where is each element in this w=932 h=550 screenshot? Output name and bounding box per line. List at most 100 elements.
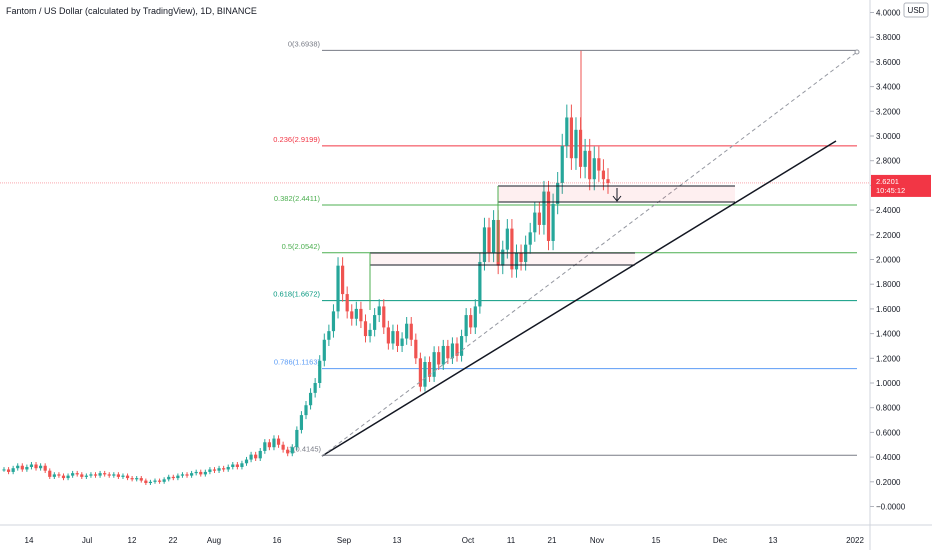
candle-body [473, 306, 477, 328]
candle [373, 308, 377, 337]
candle-body [61, 475, 66, 479]
fib-level-label: 0.382(2.4411) [274, 194, 321, 203]
candle-body [601, 170, 606, 180]
candle-body [551, 203, 555, 241]
candle [240, 460, 244, 470]
candle-body [583, 150, 587, 167]
candle-body [135, 478, 139, 480]
candle [290, 444, 294, 457]
candle [153, 478, 157, 484]
candle [194, 469, 198, 476]
candle-body [322, 339, 326, 361]
candle [29, 462, 34, 470]
candle [208, 467, 212, 475]
candle [116, 472, 120, 479]
price-label: 2.0000 [876, 256, 901, 265]
candle-body [556, 182, 560, 204]
candle-body [199, 471, 203, 475]
candle [542, 180, 546, 235]
candle [574, 117, 578, 170]
candle-body [98, 473, 102, 476]
candle [52, 472, 56, 479]
candle-body [427, 362, 432, 377]
candle [93, 472, 98, 478]
candle-body [226, 466, 230, 470]
candle [267, 439, 271, 451]
candle-body [455, 343, 459, 356]
candle-body [487, 227, 491, 254]
candle [66, 473, 70, 481]
candle [34, 462, 38, 471]
candle-body [185, 474, 189, 476]
candle [121, 473, 125, 479]
candle [148, 479, 153, 485]
candle [345, 286, 349, 319]
price-label: 1.8000 [876, 280, 901, 289]
candle-body [16, 465, 20, 469]
candle-body [492, 219, 496, 254]
candle [341, 257, 345, 302]
current-price-value: 2.6201 [876, 177, 899, 186]
candle-body [414, 339, 418, 359]
candle [71, 470, 75, 478]
time-label: Aug [207, 536, 221, 545]
price-label: 3.6000 [876, 58, 901, 67]
candle [139, 476, 143, 483]
candle-body [208, 469, 212, 472]
candle-body [144, 480, 148, 484]
candle [212, 467, 217, 473]
candle [318, 355, 322, 388]
candle-body [258, 450, 262, 459]
price-label: −0.0000 [876, 503, 906, 512]
candle-body [318, 360, 322, 383]
candle-body [167, 476, 171, 480]
candle-body [341, 265, 345, 295]
candle [263, 439, 267, 454]
candle [588, 138, 592, 191]
candle-body [276, 438, 281, 445]
candle [249, 451, 253, 463]
candle-body [103, 473, 107, 475]
candle-body [290, 447, 294, 454]
candle [112, 472, 116, 478]
time-label: 14 [25, 536, 34, 545]
time-label: Jul [82, 536, 92, 545]
fib-level-label: 0.618(1.6672) [273, 290, 320, 299]
price-label: 1.6000 [876, 305, 901, 314]
candle-body [57, 474, 61, 476]
candle [57, 472, 61, 478]
candle [167, 474, 171, 482]
candle-body [588, 150, 592, 180]
candle [327, 324, 331, 347]
candle-body [48, 470, 52, 477]
candle-body [368, 329, 372, 337]
candle [295, 426, 299, 451]
candle [130, 476, 134, 482]
candle [61, 473, 66, 481]
candle-body [597, 158, 601, 171]
candle [528, 222, 532, 254]
candle [537, 202, 541, 235]
candle [43, 463, 47, 473]
candle-body [578, 129, 583, 167]
candle-body [560, 145, 564, 183]
candle-body [121, 475, 125, 477]
currency-badge [903, 2, 929, 18]
candle [560, 133, 564, 194]
candle-body [409, 323, 413, 340]
candle-body [574, 129, 578, 159]
candle [391, 324, 395, 350]
candle [157, 478, 162, 484]
down-arrow-head [612, 195, 622, 202]
candle [171, 474, 175, 481]
candle-body [386, 327, 390, 344]
candle-body [286, 449, 290, 454]
candle-body [176, 475, 180, 479]
candle-body [112, 474, 116, 476]
fib-level-label: 0.786(1.1163) [274, 358, 321, 367]
candle-body [190, 473, 194, 476]
price-label: 1.2000 [876, 354, 901, 363]
candle-body [363, 321, 368, 337]
candle [446, 339, 450, 364]
